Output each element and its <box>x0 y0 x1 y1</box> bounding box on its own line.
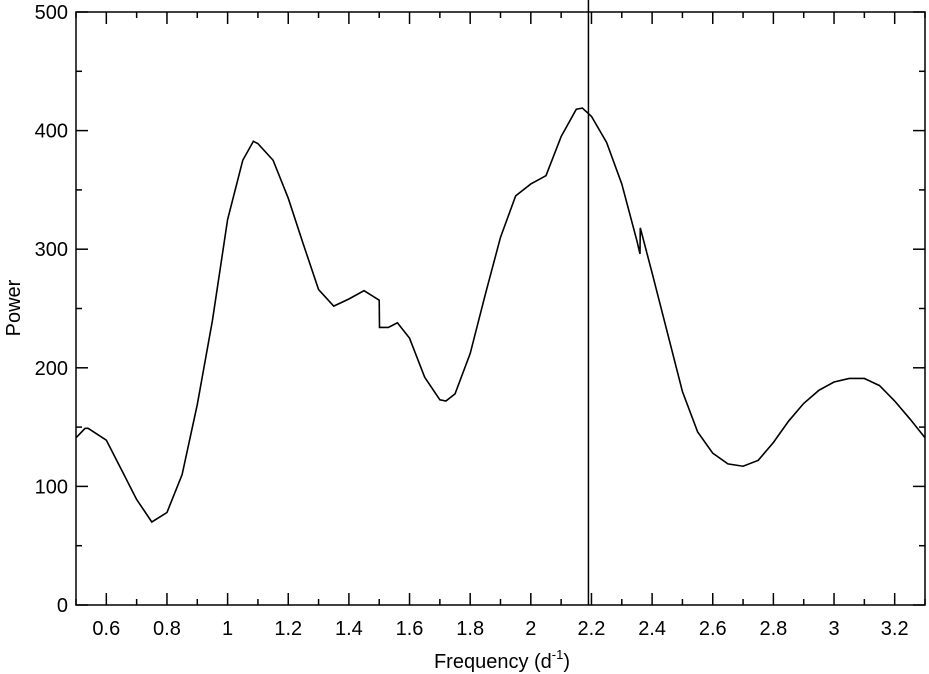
x-tick-label: 1 <box>222 618 233 640</box>
x-axis-label-main: Frequency (d <box>434 651 552 673</box>
x-axis-label-end: ) <box>563 651 570 673</box>
x-tick-label: 2 <box>525 618 536 640</box>
x-tick-label: 1.2 <box>274 618 302 640</box>
y-tick-label: 500 <box>35 2 68 24</box>
y-tick-label: 100 <box>35 476 68 498</box>
x-tick-label: 2.4 <box>638 618 666 640</box>
y-tick-label: 200 <box>35 358 68 380</box>
x-tick-label: 2.6 <box>699 618 727 640</box>
x-tick-label: 2.2 <box>578 618 606 640</box>
y-tick-label: 300 <box>35 239 68 261</box>
plot-frame <box>75 11 926 606</box>
x-tick-label: 3 <box>828 618 839 640</box>
x-tick-label: 1.6 <box>396 618 424 640</box>
x-tick-label: 1.4 <box>335 618 363 640</box>
x-tick-label: 2.8 <box>759 618 787 640</box>
x-tick-label: 0.8 <box>153 618 181 640</box>
x-axis-label-exponent: -1 <box>552 647 564 662</box>
y-axis-label: Power <box>3 279 25 336</box>
x-axis-label: Frequency (d-1) <box>434 647 570 673</box>
y-tick-label: 400 <box>35 121 68 143</box>
x-tick-label: 0.6 <box>92 618 120 640</box>
x-tick-label: 3.2 <box>881 618 909 640</box>
x-tick-label: 1.8 <box>456 618 484 640</box>
data-line <box>75 107 926 524</box>
y-tick-label: 0 <box>57 595 68 617</box>
